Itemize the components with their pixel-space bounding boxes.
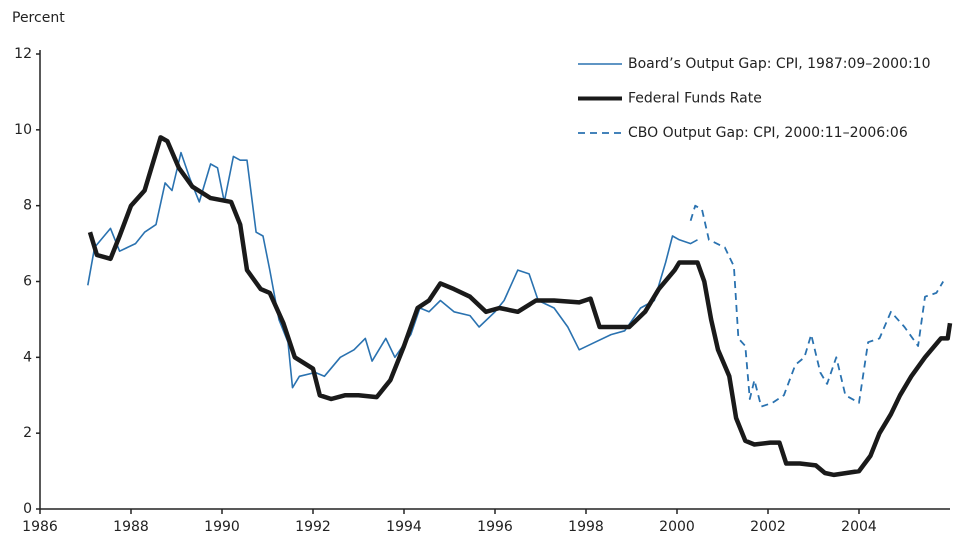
y-axis-label: Percent bbox=[12, 10, 65, 26]
x-tick-label: 2000 bbox=[659, 519, 695, 535]
series-line bbox=[689, 204, 944, 408]
x-tick-label: 1994 bbox=[386, 519, 422, 535]
x-tick-label: 1988 bbox=[113, 519, 149, 535]
y-tick-label: 2 bbox=[23, 425, 32, 441]
series-line bbox=[87, 151, 698, 389]
y-tick-label: 8 bbox=[23, 198, 32, 214]
legend-label: Board’s Output Gap: CPI, 1987:09–2000:10 bbox=[628, 56, 930, 72]
series-line bbox=[87, 135, 953, 478]
x-tick-label: 2004 bbox=[841, 519, 877, 535]
x-tick-label: 1998 bbox=[568, 519, 604, 535]
legend-label: CBO Output Gap: CPI, 2000:11–2006:06 bbox=[628, 125, 908, 141]
x-tick-label: 1986 bbox=[22, 519, 58, 535]
x-tick-label: 2002 bbox=[750, 519, 786, 535]
y-tick-label: 0 bbox=[23, 501, 32, 517]
y-tick-label: 4 bbox=[23, 349, 32, 365]
x-tick-label: 1996 bbox=[477, 519, 513, 535]
x-tick-label: 1990 bbox=[204, 519, 240, 535]
y-tick-label: 12 bbox=[14, 46, 32, 62]
legend-label: Federal Funds Rate bbox=[628, 91, 762, 107]
y-tick-label: 10 bbox=[14, 122, 32, 138]
y-tick-label: 6 bbox=[23, 274, 32, 290]
x-tick-label: 1992 bbox=[295, 519, 331, 535]
